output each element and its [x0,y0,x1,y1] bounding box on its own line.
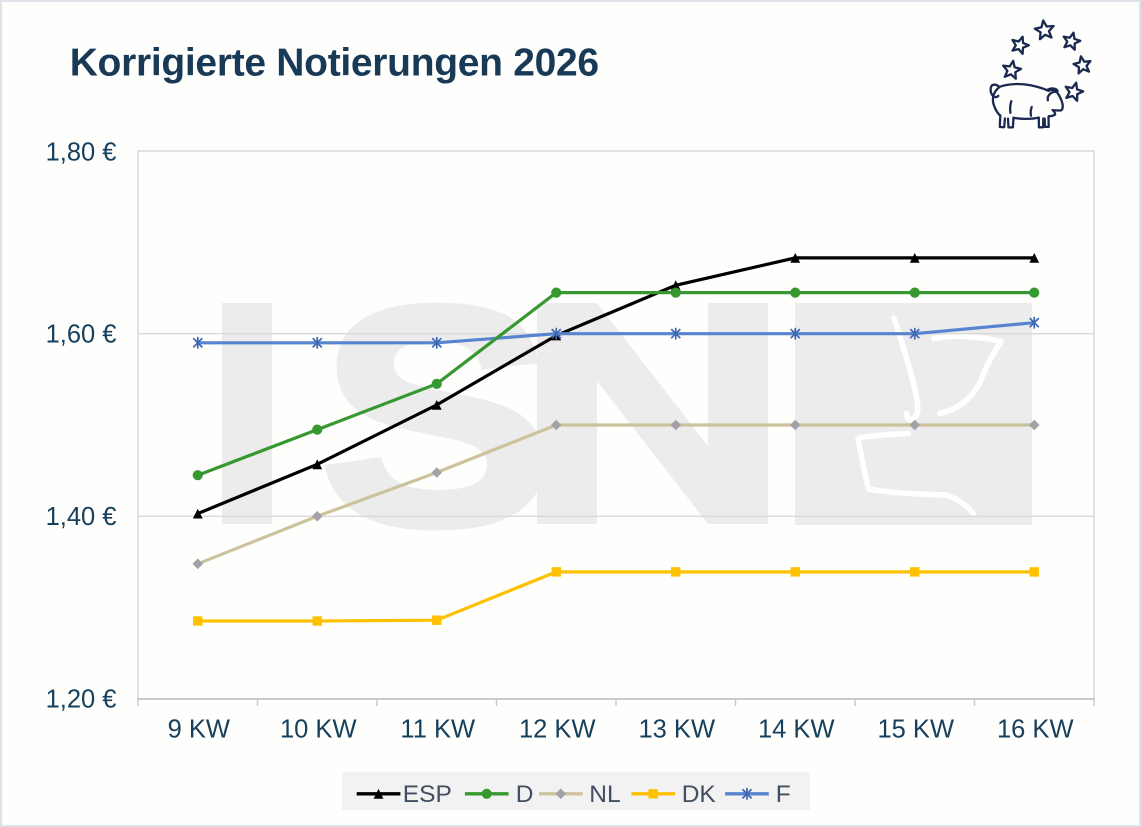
svg-text:DK: DK [682,781,717,808]
svg-text:1,80 €: 1,80 € [46,139,117,167]
svg-text:12 KW: 12 KW [519,716,596,744]
svg-text:14 KW: 14 KW [758,716,835,744]
svg-text:NL: NL [589,781,620,808]
svg-text:S: S [319,242,554,591]
svg-text:1,40 €: 1,40 € [46,503,117,531]
svg-text:15 KW: 15 KW [877,716,954,744]
svg-text:Korrigierte Notierungen 2026: Korrigierte Notierungen 2026 [70,42,599,85]
svg-text:13 KW: 13 KW [638,716,715,744]
svg-text:D: D [516,781,534,808]
svg-text:9 KW: 9 KW [168,716,230,744]
svg-text:F: F [776,781,791,808]
svg-text:ESP: ESP [403,781,452,808]
svg-text:10 KW: 10 KW [280,716,357,744]
svg-text:1,20 €: 1,20 € [46,685,117,713]
svg-text:11 KW: 11 KW [400,716,475,744]
svg-text:16 KW: 16 KW [997,716,1074,744]
svg-text:1,60 €: 1,60 € [46,321,117,349]
